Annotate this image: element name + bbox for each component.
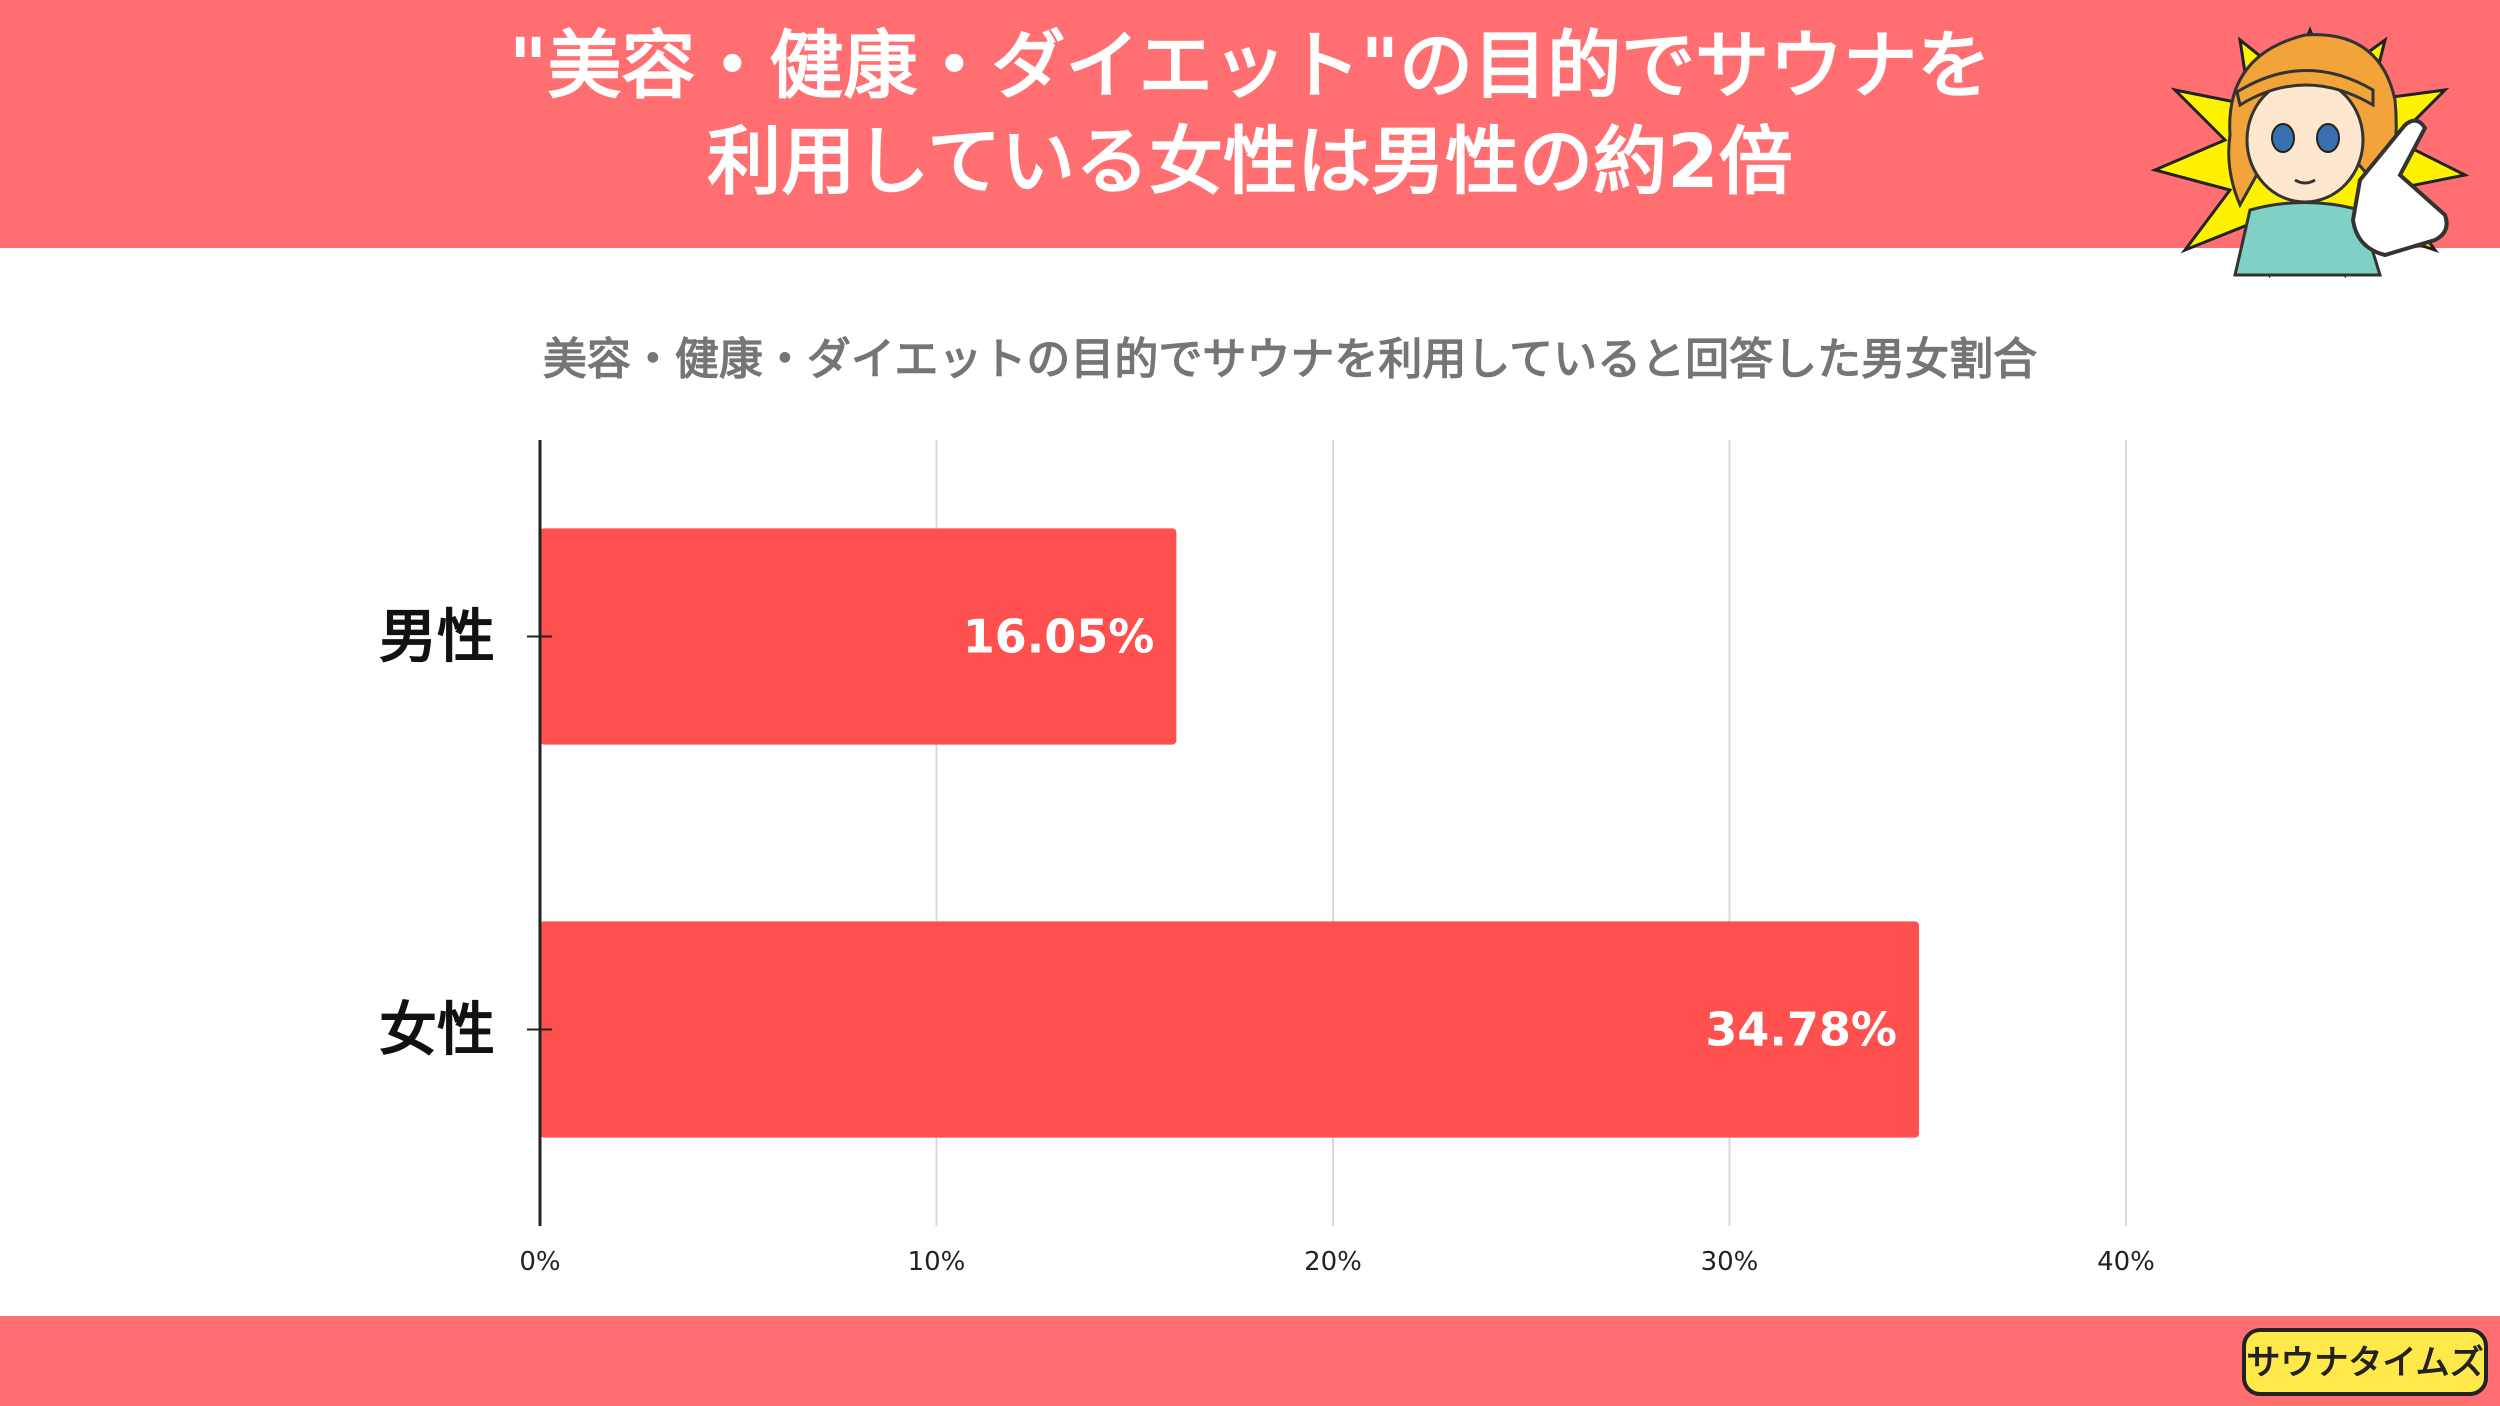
bars: 16.05% 34.78% [540,528,1920,1138]
x-tick-label: 20% [1304,1247,1362,1277]
bar [540,528,1177,745]
headline-line-2: 利用している女性は男性の約2倍 [707,119,1793,205]
x-tick-label: 30% [1701,1247,1759,1277]
mascot-illustration [2150,25,2470,279]
header-band [0,0,2500,248]
logo-text: サウナタイムズ [2246,1343,2483,1383]
headline-line-1: "美容・健康・ダイエット"の目的でサウナを [508,23,1992,109]
bar [540,921,1920,1138]
data-label: 34.78% [1705,1003,1897,1057]
x-tick-label: 40% [2097,1247,2155,1277]
chart-title: 美容・健康・ダイエットの目的でサウナを利用していると回答した男女割合 [543,334,2037,385]
brand-logo: サウナタイムズ [2242,1328,2488,1396]
data-label: 16.05% [963,610,1155,664]
x-tick-labels: 0% 10% 20% 30% 40% [519,1247,2155,1277]
category-label: 男性 [379,603,495,671]
pointing-hand-icon [2350,118,2449,258]
x-tick-label: 10% [908,1247,966,1277]
x-tick-label: 0% [519,1247,560,1277]
headline: "美容・健康・ダイエット"の目的でサウナを 利用している女性は男性の約2倍 [0,18,2500,210]
category-label: 女性 [379,996,495,1064]
footer-band [0,1316,2500,1406]
